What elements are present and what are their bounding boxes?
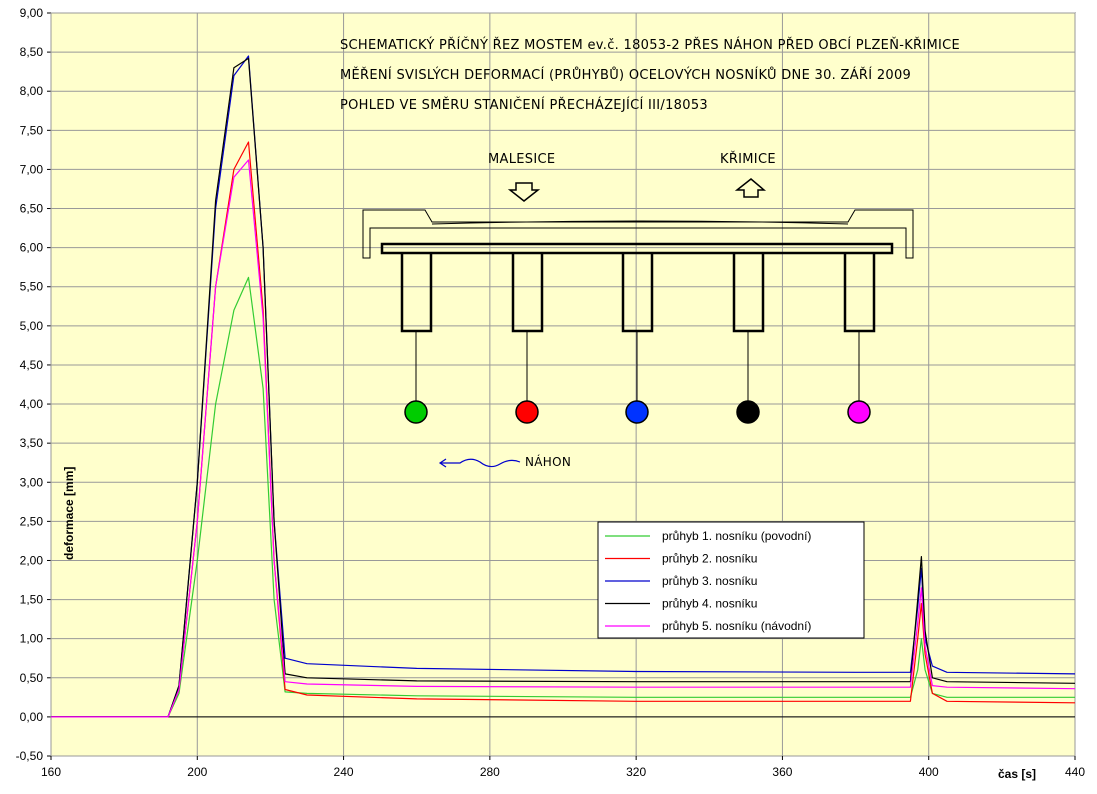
- sensor-3-marker: [625, 400, 649, 424]
- series-line-4: [51, 57, 1076, 718]
- y-tick-label: 9,00: [20, 6, 44, 20]
- y-tick-label: 8,00: [20, 84, 44, 98]
- grid: [47, 12, 1076, 760]
- sensor-5-marker: [847, 400, 871, 424]
- sensor-1-marker: [404, 400, 428, 424]
- legend-label-1: průhyb 1. nosníku (povodní): [662, 529, 811, 543]
- y-tick-label: 4,00: [20, 397, 44, 411]
- annotation-malesice: MALESICE: [488, 152, 555, 167]
- x-tick-label: 200: [187, 765, 207, 779]
- bridge-cross-section: [362, 209, 914, 401]
- sensor-2-marker: [515, 400, 539, 424]
- series-lines: [51, 55, 1076, 718]
- y-tick-label: 6,50: [20, 202, 44, 216]
- y-tick-label: 2,50: [20, 514, 44, 528]
- series-line-1: [51, 276, 1075, 718]
- legend-label-5: průhyb 5. nosníku (návodní): [662, 619, 811, 633]
- y-tick-label: 3,50: [20, 436, 44, 450]
- x-tick-label: 400: [919, 765, 939, 779]
- y-tick-label: 3,00: [20, 475, 44, 489]
- y-axis-label: deformace [mm]: [62, 467, 76, 560]
- sensor-4-marker: [736, 400, 760, 424]
- x-tick-labels: 160 200 240 280 320 360 400 440: [41, 765, 1085, 779]
- y-tick-label: 0,00: [20, 710, 44, 724]
- y-tick-label: 1,00: [20, 632, 44, 646]
- y-tick-label: 5,00: [20, 319, 44, 333]
- title-line-1: SCHEMATICKÝ PŘÍČNÝ ŘEZ MOSTEM ev.č. 1805…: [340, 37, 960, 53]
- annotation-krimice: KŘIMICE: [720, 151, 776, 167]
- x-tick-label: 160: [41, 765, 61, 779]
- series-line-5: [51, 159, 1076, 718]
- y-tick-label: 7,50: [20, 123, 44, 137]
- legend-label-2: průhyb 2. nosníku: [662, 552, 757, 566]
- y-tick-label: 1,50: [20, 593, 44, 607]
- y-tick-label: 2,00: [20, 553, 44, 567]
- title-line-3: POHLED VE SMĚRU STANIČENÍ PŘECHÁZEJÍCÍ I…: [340, 97, 708, 113]
- y-tick-label: 0,50: [20, 671, 44, 685]
- legend: průhyb 1. nosníku (povodní) průhyb 2. nos…: [597, 521, 865, 639]
- y-tick-labels: -0,50 0,00 0,50 1,00 1,50 2,00 2,50 3,00 3,50 4,0…: [16, 6, 44, 763]
- x-tick-label: 320: [626, 765, 646, 779]
- up-arrow-icon: [734, 178, 767, 198]
- x-axis-label: čas [s]: [998, 767, 1036, 781]
- y-tick-label: 7,00: [20, 162, 44, 176]
- x-tick-label: 360: [772, 765, 792, 779]
- y-tick-label: 8,50: [20, 45, 44, 59]
- x-tick-label: 440: [1065, 765, 1085, 779]
- down-arrow-icon: [507, 182, 541, 202]
- legend-label-4: průhyb 4. nosníku: [662, 597, 757, 611]
- x-tick-label: 240: [334, 765, 354, 779]
- annotation-nahon: NÁHON: [525, 454, 571, 469]
- plot-area: [50, 12, 1076, 757]
- y-tick-label: 6,00: [20, 241, 44, 255]
- y-tick-label: -0,50: [16, 749, 44, 763]
- x-tick-label: 280: [480, 765, 500, 779]
- y-tick-label: 4,50: [20, 358, 44, 372]
- stream-flow-arrow: [438, 458, 521, 468]
- legend-label-3: průhyb 3. nosníku: [662, 574, 757, 588]
- y-tick-label: 5,50: [20, 280, 44, 294]
- title-line-2: MĚŘENÍ SVISLÝCH DEFORMACÍ (PRŮHYBŮ) OCEL…: [340, 67, 911, 83]
